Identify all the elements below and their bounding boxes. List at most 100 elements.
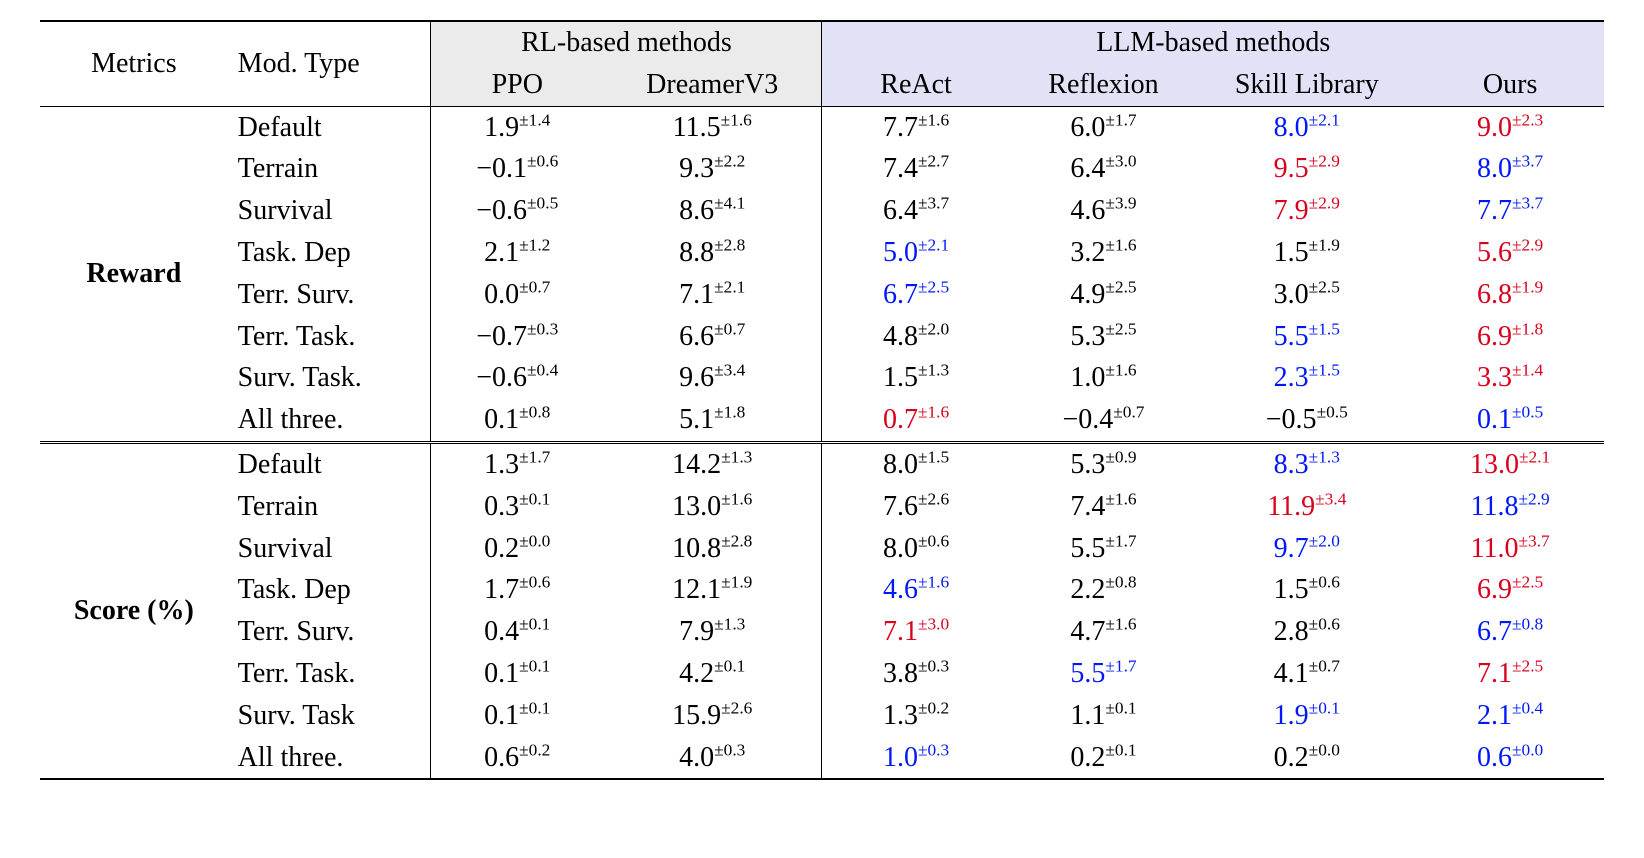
value-cell: 8.0±3.7: [1416, 148, 1604, 190]
table-row: Surv. Task0.1±0.115.9±2.61.3±0.21.1±0.11…: [40, 695, 1604, 737]
value-cell: 0.7±1.6: [822, 399, 1010, 442]
value-cell: −0.6±0.4: [431, 357, 603, 399]
table-body: RewardDefault1.9±1.411.5±1.67.7±1.66.0±1…: [40, 106, 1604, 779]
value-cell: 6.7±2.5: [822, 274, 1010, 316]
value-cell: 1.7±0.6: [431, 569, 603, 611]
modtype-label: Task. Dep: [228, 569, 431, 611]
table-row: Survival0.2±0.010.8±2.88.0±0.65.5±1.79.7…: [40, 528, 1604, 570]
value-cell: 7.7±1.6: [822, 106, 1010, 148]
value-cell: 2.2±0.8: [1010, 569, 1198, 611]
value-cell: 0.2±0.0: [1197, 737, 1416, 780]
value-cell: 4.0±0.3: [603, 737, 822, 780]
value-cell: 5.5±1.5: [1197, 316, 1416, 358]
table-row: Terr. Surv.0.0±0.77.1±2.16.7±2.54.9±2.53…: [40, 274, 1604, 316]
modtype-label: Terrain: [228, 148, 431, 190]
modtype-label: Default: [228, 442, 431, 485]
value-cell: 4.7±1.6: [1010, 611, 1198, 653]
value-cell: 7.1±2.5: [1416, 653, 1604, 695]
value-cell: 15.9±2.6: [603, 695, 822, 737]
value-cell: 6.8±1.9: [1416, 274, 1604, 316]
value-cell: 6.0±1.7: [1010, 106, 1198, 148]
col-skill: Skill Library: [1197, 64, 1416, 106]
value-cell: 7.4±2.7: [822, 148, 1010, 190]
value-cell: 9.3±2.2: [603, 148, 822, 190]
modtype-label: All three.: [228, 399, 431, 442]
value-cell: 4.2±0.1: [603, 653, 822, 695]
value-cell: 8.3±1.3: [1197, 442, 1416, 485]
col-ours: Ours: [1416, 64, 1604, 106]
table-row: Score (%)Default1.3±1.714.2±1.38.0±1.55.…: [40, 442, 1604, 485]
modtype-label: Terrain: [228, 486, 431, 528]
value-cell: 1.5±1.9: [1197, 232, 1416, 274]
value-cell: 0.2±0.0: [431, 528, 603, 570]
value-cell: 1.0±0.3: [822, 737, 1010, 780]
value-cell: 2.3±1.5: [1197, 357, 1416, 399]
value-cell: −0.4±0.7: [1010, 399, 1198, 442]
modtype-label: All three.: [228, 737, 431, 780]
value-cell: 4.6±1.6: [822, 569, 1010, 611]
value-cell: 13.0±1.6: [603, 486, 822, 528]
value-cell: 2.1±1.2: [431, 232, 603, 274]
modtype-label: Surv. Task.: [228, 357, 431, 399]
table-row: Task. Dep2.1±1.28.8±2.85.0±2.13.2±1.61.5…: [40, 232, 1604, 274]
value-cell: 5.0±2.1: [822, 232, 1010, 274]
value-cell: 7.4±1.6: [1010, 486, 1198, 528]
group-llm: LLM-based methods: [822, 21, 1604, 64]
value-cell: 1.9±1.4: [431, 106, 603, 148]
modtype-label: Terr. Surv.: [228, 611, 431, 653]
col-metrics: Metrics: [40, 21, 228, 106]
value-cell: 6.7±0.8: [1416, 611, 1604, 653]
col-react: ReAct: [822, 64, 1010, 106]
metric-label: Reward: [40, 106, 228, 442]
value-cell: 11.9±3.4: [1197, 486, 1416, 528]
value-cell: 0.2±0.1: [1010, 737, 1198, 780]
value-cell: 9.6±3.4: [603, 357, 822, 399]
value-cell: 3.0±2.5: [1197, 274, 1416, 316]
value-cell: 9.0±2.3: [1416, 106, 1604, 148]
value-cell: 5.3±0.9: [1010, 442, 1198, 485]
group-rl: RL-based methods: [431, 21, 822, 64]
value-cell: 0.1±0.5: [1416, 399, 1604, 442]
value-cell: 9.5±2.9: [1197, 148, 1416, 190]
value-cell: 3.2±1.6: [1010, 232, 1198, 274]
table-row: Terrain0.3±0.113.0±1.67.6±2.67.4±1.611.9…: [40, 486, 1604, 528]
value-cell: −0.6±0.5: [431, 190, 603, 232]
table-row: Task. Dep1.7±0.612.1±1.94.6±1.62.2±0.81.…: [40, 569, 1604, 611]
value-cell: 7.9±1.3: [603, 611, 822, 653]
metric-label: Score (%): [40, 442, 228, 779]
value-cell: 4.8±2.0: [822, 316, 1010, 358]
value-cell: 11.8±2.9: [1416, 486, 1604, 528]
value-cell: 5.1±1.8: [603, 399, 822, 442]
value-cell: 11.0±3.7: [1416, 528, 1604, 570]
value-cell: 6.4±3.0: [1010, 148, 1198, 190]
value-cell: 8.8±2.8: [603, 232, 822, 274]
value-cell: 12.1±1.9: [603, 569, 822, 611]
value-cell: 6.9±2.5: [1416, 569, 1604, 611]
value-cell: 2.8±0.6: [1197, 611, 1416, 653]
col-ppo: PPO: [431, 64, 603, 106]
value-cell: 8.0±1.5: [822, 442, 1010, 485]
value-cell: 13.0±2.1: [1416, 442, 1604, 485]
value-cell: 7.1±3.0: [822, 611, 1010, 653]
value-cell: 4.1±0.7: [1197, 653, 1416, 695]
value-cell: 0.4±0.1: [431, 611, 603, 653]
table-row: Terr. Task.0.1±0.14.2±0.13.8±0.35.5±1.74…: [40, 653, 1604, 695]
value-cell: 7.7±3.7: [1416, 190, 1604, 232]
value-cell: 8.0±0.6: [822, 528, 1010, 570]
value-cell: 4.9±2.5: [1010, 274, 1198, 316]
value-cell: 0.6±0.2: [431, 737, 603, 780]
table-row: Survival−0.6±0.58.6±4.16.4±3.74.6±3.97.9…: [40, 190, 1604, 232]
value-cell: 7.1±2.1: [603, 274, 822, 316]
table-row: Terr. Task.−0.7±0.36.6±0.74.8±2.05.3±2.5…: [40, 316, 1604, 358]
value-cell: 0.1±0.8: [431, 399, 603, 442]
table-row: Terr. Surv.0.4±0.17.9±1.37.1±3.04.7±1.62…: [40, 611, 1604, 653]
value-cell: 4.6±3.9: [1010, 190, 1198, 232]
table-row: Surv. Task.−0.6±0.49.6±3.41.5±1.31.0±1.6…: [40, 357, 1604, 399]
table-row: All three.0.1±0.85.1±1.80.7±1.6−0.4±0.7−…: [40, 399, 1604, 442]
modtype-label: Surv. Task: [228, 695, 431, 737]
value-cell: 5.6±2.9: [1416, 232, 1604, 274]
value-cell: 6.9±1.8: [1416, 316, 1604, 358]
table-row: RewardDefault1.9±1.411.5±1.67.7±1.66.0±1…: [40, 106, 1604, 148]
value-cell: 5.5±1.7: [1010, 528, 1198, 570]
value-cell: 5.3±2.5: [1010, 316, 1198, 358]
